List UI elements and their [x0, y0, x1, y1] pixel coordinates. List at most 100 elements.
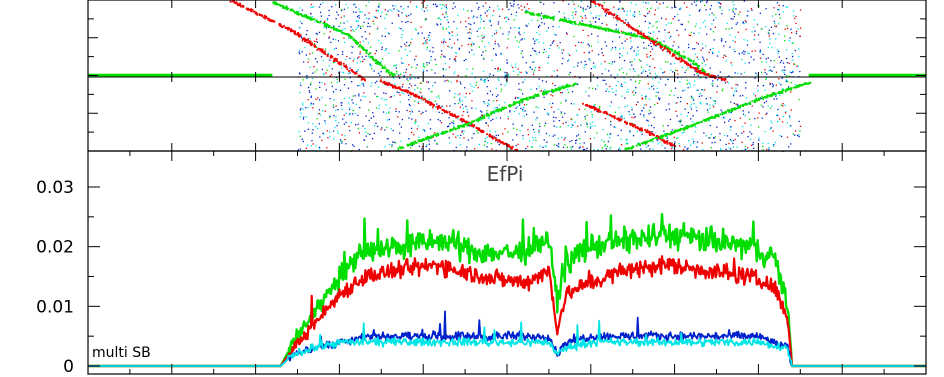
noise-point [536, 31, 538, 34]
noise-point [757, 85, 759, 87]
waterfall-trace-point [602, 8, 605, 11]
noise-point [410, 147, 412, 149]
noise-point [539, 145, 541, 147]
noise-point [479, 16, 481, 18]
waterfall-trace-point [325, 23, 328, 26]
noise-point [729, 118, 731, 120]
noise-point [744, 115, 747, 117]
noise-point [526, 104, 528, 106]
noise-point [495, 117, 497, 119]
noise-point [618, 147, 621, 149]
waterfall-trace-point [620, 19, 623, 22]
noise-point [788, 75, 791, 77]
noise-point [730, 18, 732, 20]
waterfall-trace-point [237, 4, 239, 7]
noise-point [306, 75, 308, 77]
waterfall-trace-point [686, 63, 689, 66]
noise-point [596, 110, 598, 112]
noise-point [384, 129, 386, 131]
waterfall-trace-point [353, 39, 356, 42]
waterfall-trace-point [679, 60, 682, 63]
noise-point [712, 51, 714, 53]
waterfall-trace-point [328, 26, 331, 28]
noise-point [751, 31, 753, 33]
waterfall-trace-point [457, 127, 459, 130]
noise-point [300, 107, 302, 110]
waterfall-trace-point [501, 106, 504, 109]
noise-point [460, 83, 462, 85]
noise-point [454, 71, 456, 73]
noise-point [561, 116, 564, 118]
noise-point [734, 138, 736, 141]
waterfall-trace-point [277, 3, 279, 6]
noise-point [567, 125, 569, 127]
noise-point [767, 46, 769, 49]
noise-point [583, 52, 585, 54]
waterfall-trace-point [713, 116, 715, 119]
waterfall-trace-point [259, 14, 262, 17]
noise-point [702, 149, 704, 151]
noise-point [676, 69, 678, 72]
waterfall-trace-point [358, 45, 360, 48]
noise-point [690, 103, 692, 105]
waterfall-trace-point [424, 98, 427, 101]
noise-point [713, 14, 715, 16]
noise-point [538, 78, 540, 80]
waterfall-trace-point [307, 15, 309, 18]
noise-point [773, 144, 775, 146]
waterfall-trace-point [718, 76, 720, 79]
noise-point [571, 90, 574, 93]
waterfall-trace-point [617, 117, 620, 120]
noise-point [442, 69, 444, 71]
noise-point [426, 39, 428, 41]
waterfall-trace-point [720, 78, 723, 81]
noise-point [614, 77, 616, 79]
noise-point [773, 20, 775, 23]
waterfall-trace-point [487, 113, 489, 115]
waterfall-trace-point [584, 24, 587, 27]
waterfall-trace-point [283, 24, 285, 27]
noise-point [485, 50, 487, 52]
noise-point [648, 44, 650, 47]
waterfall-trace-point [655, 137, 657, 139]
noise-point [757, 34, 760, 36]
noise-point [490, 24, 492, 27]
noise-point [773, 66, 775, 68]
noise-point [498, 104, 501, 106]
waterfall-trace-point [699, 70, 702, 72]
noise-point [407, 21, 409, 23]
noise-point [315, 145, 317, 147]
noise-point [299, 109, 301, 111]
noise-point [553, 40, 555, 42]
noise-point [557, 108, 560, 110]
noise-point [499, 27, 501, 29]
noise-point [408, 117, 410, 119]
noise-point [349, 113, 351, 115]
noise-point [651, 131, 653, 133]
waterfall-trace-point [792, 86, 795, 89]
waterfall-trace-point [798, 84, 801, 87]
noise-point [414, 89, 416, 91]
noise-point [584, 108, 586, 110]
noise-point [746, 15, 748, 17]
noise-point [337, 130, 339, 132]
noise-point [599, 107, 601, 109]
waterfall-trace-point [322, 51, 325, 54]
noise-point [520, 39, 522, 41]
waterfall-trace-point [441, 132, 443, 135]
noise-point [440, 122, 443, 124]
noise-point [362, 125, 364, 127]
noise-point [720, 40, 723, 42]
waterfall-trace-point [657, 41, 660, 44]
noise-point [486, 92, 489, 95]
waterfall-trace-point [762, 98, 764, 100]
noise-point [518, 41, 521, 43]
noise-point [532, 73, 535, 75]
noise-point [514, 97, 516, 100]
noise-point [682, 90, 684, 92]
noise-point [337, 132, 339, 134]
noise-point [712, 52, 714, 54]
noise-point [772, 86, 774, 88]
noise-point [621, 67, 623, 70]
noise-point [590, 111, 592, 113]
